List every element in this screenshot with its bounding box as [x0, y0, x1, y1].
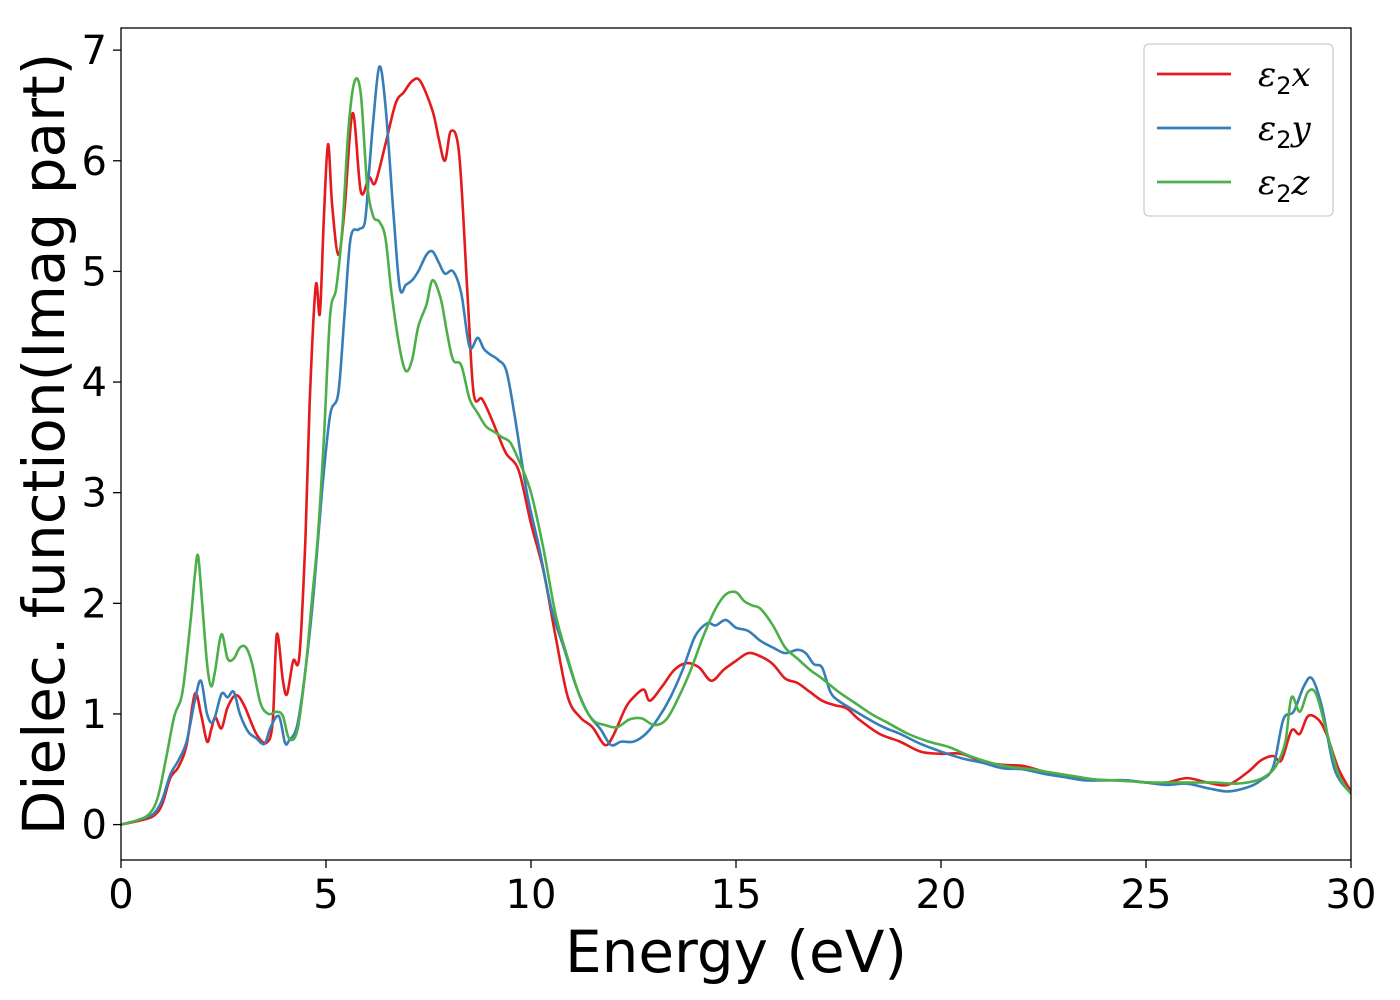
y-tick-label: 7: [82, 28, 107, 74]
y-tick-label: 6: [82, 139, 107, 185]
legend-label-y: ε2y: [1258, 109, 1312, 154]
x-tick-label: 10: [506, 872, 557, 918]
legend-box: [1143, 43, 1334, 217]
x-tick-label: 30: [1326, 872, 1377, 918]
series-line-z: [121, 77, 1351, 826]
legend-label-z: ε2z: [1258, 163, 1311, 208]
x-tick-label: 25: [1121, 872, 1172, 918]
x-tick-label: 0: [108, 872, 133, 918]
y-tick-label: 2: [82, 581, 107, 627]
legend-label-x: ε2x: [1258, 55, 1311, 100]
x-tick-label: 5: [313, 872, 338, 918]
y-tick-label: 0: [82, 803, 107, 849]
y-tick-label: 4: [82, 360, 107, 406]
y-tick-label: 3: [82, 471, 107, 517]
x-axis: 0 5 10 15 20 25 30: [108, 860, 1376, 918]
x-axis-label: Energy (eV): [565, 918, 907, 986]
series-layer: [121, 65, 1351, 826]
legend: ε2x ε2y ε2z: [1143, 43, 1334, 217]
y-axis: 0 1 2 3 4 5 6 7: [82, 28, 121, 849]
y-axis-label: Dielec. function(Imag part): [10, 53, 78, 836]
y-tick-label: 5: [82, 249, 107, 295]
x-tick-label: 15: [711, 872, 762, 918]
y-tick-label: 1: [82, 692, 107, 738]
x-tick-label: 20: [916, 872, 967, 918]
series-line-y: [121, 65, 1351, 826]
